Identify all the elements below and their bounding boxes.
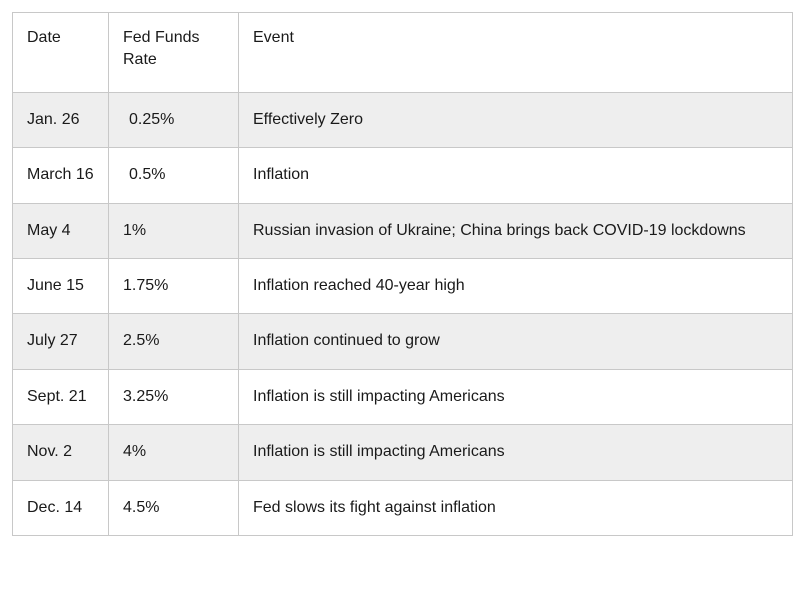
cell-event: Inflation is still impacting Americans bbox=[239, 369, 793, 424]
cell-event: Effectively Zero bbox=[239, 92, 793, 147]
cell-event: Inflation continued to grow bbox=[239, 314, 793, 369]
cell-event: Russian invasion of Ukraine; China bring… bbox=[239, 203, 793, 258]
cell-date: Jan. 26 bbox=[13, 92, 109, 147]
col-header-rate: Fed Funds Rate bbox=[109, 13, 239, 93]
table-row: Sept. 21 3.25% Inflation is still impact… bbox=[13, 369, 793, 424]
cell-date: June 15 bbox=[13, 258, 109, 313]
cell-rate: 4% bbox=[109, 425, 239, 480]
table-row: March 16 0.5% Inflation bbox=[13, 148, 793, 203]
cell-rate: 0.25% bbox=[109, 92, 239, 147]
cell-date: Sept. 21 bbox=[13, 369, 109, 424]
fed-rate-table: Date Fed Funds Rate Event Jan. 26 0.25% … bbox=[12, 12, 793, 536]
cell-date: Dec. 14 bbox=[13, 480, 109, 535]
cell-event: Inflation bbox=[239, 148, 793, 203]
cell-date: Nov. 2 bbox=[13, 425, 109, 480]
table-row: Jan. 26 0.25% Effectively Zero bbox=[13, 92, 793, 147]
table-row: July 27 2.5% Inflation continued to grow bbox=[13, 314, 793, 369]
rate-value: 0.5% bbox=[123, 166, 165, 183]
table-row: May 4 1% Russian invasion of Ukraine; Ch… bbox=[13, 203, 793, 258]
cell-event: Inflation is still impacting Americans bbox=[239, 425, 793, 480]
cell-rate: 2.5% bbox=[109, 314, 239, 369]
cell-rate: 1% bbox=[109, 203, 239, 258]
table-row: Nov. 2 4% Inflation is still impacting A… bbox=[13, 425, 793, 480]
table-row: June 15 1.75% Inflation reached 40-year … bbox=[13, 258, 793, 313]
cell-date: July 27 bbox=[13, 314, 109, 369]
cell-date: May 4 bbox=[13, 203, 109, 258]
cell-rate: 3.25% bbox=[109, 369, 239, 424]
table-header-row: Date Fed Funds Rate Event bbox=[13, 13, 793, 93]
cell-event: Inflation reached 40-year high bbox=[239, 258, 793, 313]
cell-date: March 16 bbox=[13, 148, 109, 203]
cell-event: Fed slows its fight against inflation bbox=[239, 480, 793, 535]
table-row: Dec. 14 4.5% Fed slows its fight against… bbox=[13, 480, 793, 535]
rate-value: 0.25% bbox=[123, 111, 174, 128]
cell-rate: 4.5% bbox=[109, 480, 239, 535]
cell-rate: 1.75% bbox=[109, 258, 239, 313]
col-header-date: Date bbox=[13, 13, 109, 93]
cell-rate: 0.5% bbox=[109, 148, 239, 203]
col-header-event: Event bbox=[239, 13, 793, 93]
